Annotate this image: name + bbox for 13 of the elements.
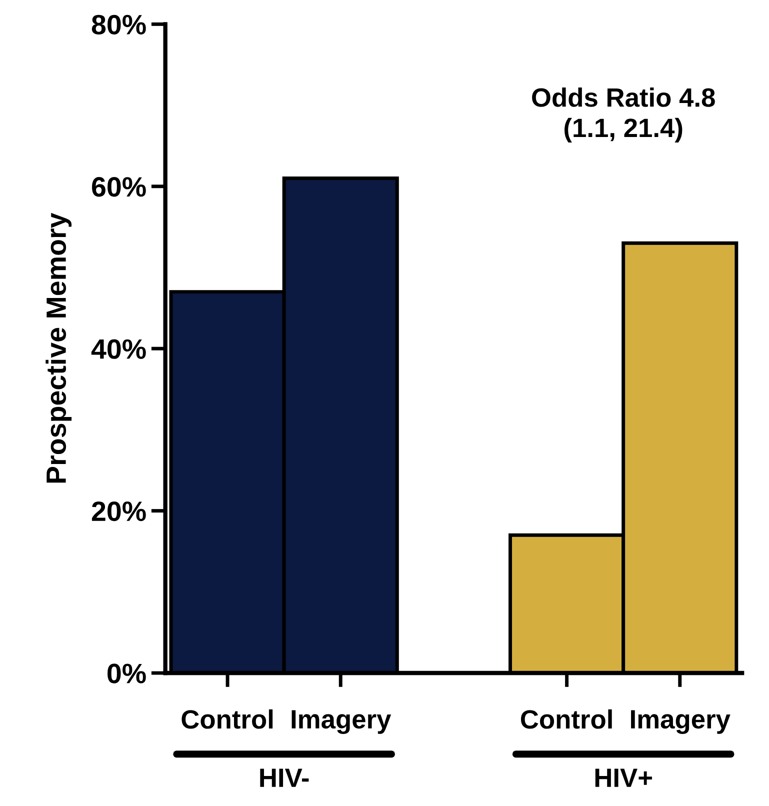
x-tick-label: Imagery: [631, 710, 730, 734]
x-tick-label: Control: [182, 709, 273, 729]
text: HIV+: [595, 768, 652, 787]
y-axis-title: Prospective Memory: [46, 212, 72, 483]
y-tick-label: 0%: [108, 664, 146, 684]
y-tick-label: 60%: [92, 177, 146, 197]
y-tick-label: 80%: [92, 14, 146, 35]
x-tick-label: Imagery: [292, 710, 392, 734]
y-tick-label: 40%: [91, 339, 146, 359]
annotation: Odds Ratio 4.8 (1.1, 21.4): [532, 88, 715, 142]
text: HIV-: [260, 768, 309, 787]
y-tick-label: 20%: [92, 501, 146, 522]
x-tick-label: Control: [520, 709, 612, 729]
